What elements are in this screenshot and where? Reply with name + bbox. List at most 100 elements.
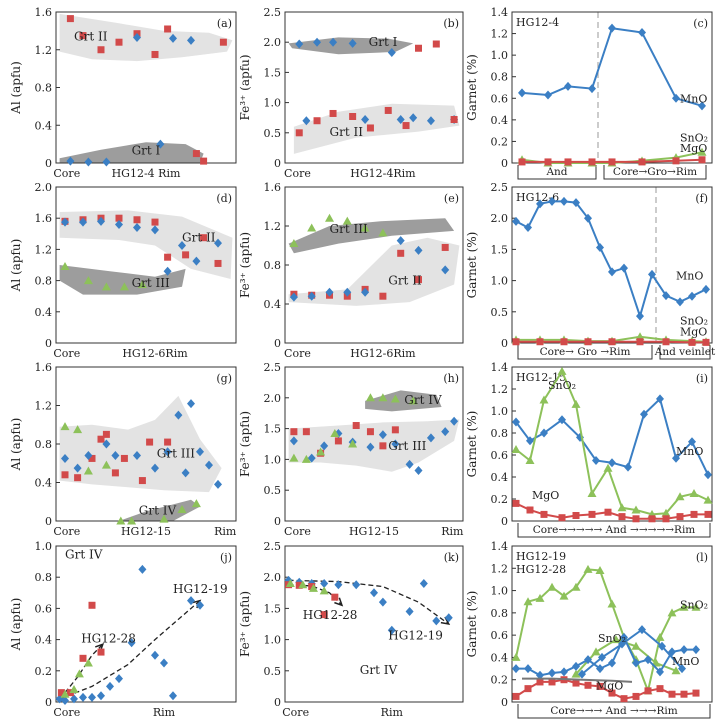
data-point: [598, 652, 606, 662]
data-point: [378, 430, 387, 440]
data-point: [61, 471, 69, 479]
data-point: [365, 393, 375, 402]
panel-e: 0 0.4 0.8 1.2 1.6 Fe³⁺ (apfu) Core HG12-6Rim (e)…: [238, 181, 464, 360]
field-region: [288, 419, 460, 472]
arrow-head: [334, 597, 344, 607]
field-region: [59, 395, 222, 493]
data-point: [536, 670, 544, 680]
series-label: MnO: [676, 269, 703, 282]
data-point: [205, 460, 213, 470]
panel-g: 0 0.4 0.8 1.2 1.6 Al (apfu) Core HG12-15 Rim (g) G…: [9, 361, 237, 538]
y-tick-label: 2.5: [264, 540, 282, 553]
data-point: [536, 678, 544, 686]
data-point: [662, 515, 670, 523]
data-point: [689, 489, 699, 497]
data-point: [343, 287, 352, 297]
data-point: [164, 25, 172, 33]
data-point: [214, 238, 222, 248]
series-label: MgO: [680, 326, 707, 339]
data-point: [79, 654, 87, 662]
y-tick-label: 1.2: [35, 400, 53, 413]
data-point: [409, 113, 418, 123]
data-point: [703, 495, 713, 504]
data-point: [88, 692, 96, 702]
data-point: [584, 338, 592, 346]
data-point: [115, 219, 123, 229]
y-tick-label: 0.8: [35, 82, 53, 95]
series-line: [522, 677, 633, 683]
data-point: [214, 259, 222, 267]
field-label: Grt III: [132, 276, 170, 290]
data-point: [169, 691, 177, 701]
data-point: [387, 625, 396, 635]
data-point: [302, 116, 311, 126]
x-tick-label: Rim: [381, 706, 404, 719]
data-point: [608, 689, 616, 697]
data-point: [307, 453, 316, 463]
data-point: [540, 510, 548, 518]
data-point: [644, 655, 652, 665]
data-point: [603, 463, 613, 472]
panel-f: 0 0.5 1.0 1.5 2.0 2.5 Garnet (%) Core→ Gro →Rim…: [465, 181, 716, 360]
data-point: [83, 276, 93, 285]
field-label: Grt II: [388, 274, 422, 288]
data-point: [572, 512, 580, 519]
data-point: [334, 580, 343, 590]
x-tick-label: Rim: [214, 525, 237, 538]
data-point: [74, 474, 82, 482]
field-label: HG12-19: [173, 582, 228, 596]
data-point: [548, 668, 556, 678]
y-tick-label: 0.2: [491, 135, 509, 148]
panel-letter: (e): [444, 192, 459, 205]
field-label: Grt IV: [360, 663, 398, 677]
field-label: Grt IV: [404, 393, 442, 407]
data-point: [536, 338, 544, 346]
x-tick-label: Core: [284, 167, 311, 180]
panel-k: 0 0.5 1.0 1.5 2.0 2.5 Fe³⁺ (apfu) Core Rim (k) HG1…: [238, 540, 464, 719]
panel-i: 0 0.2 0.4 0.6 0.8 1.0 1.2 1.4 Garnet (%) Core→→→→…: [465, 361, 713, 538]
data-point: [301, 454, 311, 463]
y-axis-label: Fe³⁺ (apfu): [238, 54, 252, 120]
y-axis-label: Fe³⁺ (apfu): [238, 232, 252, 298]
data-point: [360, 223, 370, 232]
data-point: [163, 447, 172, 457]
data-point: [177, 504, 187, 513]
data-point: [656, 394, 664, 404]
data-point: [704, 470, 712, 480]
data-point: [405, 459, 414, 469]
y-tick-label: 1.0: [491, 275, 509, 288]
data-point: [196, 447, 204, 457]
series-label: MnO: [680, 93, 707, 106]
data-point: [608, 658, 616, 668]
y-tick-label: 0: [501, 337, 508, 350]
data-point: [111, 451, 120, 461]
data-point: [402, 122, 410, 130]
data-point: [512, 692, 520, 700]
data-point: [558, 514, 566, 522]
data-point: [164, 253, 172, 261]
data-point: [676, 513, 684, 521]
data-point: [60, 262, 70, 271]
data-point: [182, 251, 190, 259]
field-label: HG12-28: [303, 608, 358, 622]
data-point: [631, 641, 641, 650]
y-tick-label: 1.0: [264, 634, 282, 647]
series-line: [515, 678, 697, 700]
data-point: [316, 447, 326, 456]
field-region: [288, 237, 460, 306]
data-point: [571, 399, 581, 408]
y-tick-label: 0.8: [491, 71, 509, 84]
data-point: [348, 38, 357, 48]
data-point: [526, 436, 534, 446]
data-point: [558, 415, 566, 425]
data-point: [307, 223, 317, 232]
y-tick-label: 1.6: [35, 361, 53, 374]
y-tick-label: 1.2: [35, 44, 53, 57]
x-tick-label: HG12-4 Rim: [112, 167, 181, 180]
y-axis-label: Fe³⁺ (apfu): [238, 411, 252, 477]
data-point: [289, 292, 298, 302]
data-point: [137, 280, 147, 288]
data-point: [560, 338, 568, 346]
series-line: [521, 27, 703, 107]
